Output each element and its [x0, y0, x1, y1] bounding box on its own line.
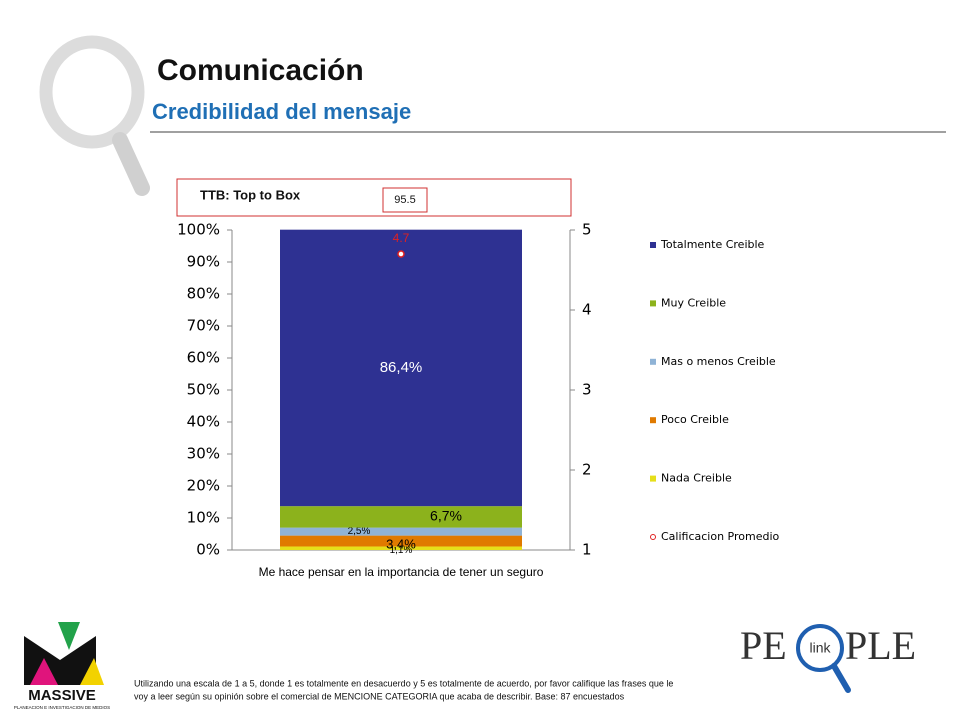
people-logo-handle	[831, 663, 851, 693]
y-tick-label: 90%	[187, 253, 220, 271]
y2-tick-label: 1	[582, 541, 592, 559]
y2-tick-label: 2	[582, 461, 592, 479]
bar-segment	[280, 546, 522, 550]
x-tick-label: Me hace pensar en la importancia de tene…	[259, 565, 544, 579]
data-label: 1,1%	[390, 545, 413, 556]
legend-marker	[650, 417, 656, 424]
footnote: voy a leer según su opinión sobre el com…	[134, 691, 625, 701]
y-tick-label: 80%	[187, 285, 220, 303]
legend-label: Totalmente Creible	[660, 238, 765, 251]
ttb-value: 95.5	[394, 194, 415, 206]
y-tick-label: 40%	[187, 413, 220, 431]
bar-segment	[280, 506, 522, 528]
average-point	[397, 250, 405, 258]
y-tick-label: 50%	[187, 381, 220, 399]
y-tick-label: 70%	[187, 317, 220, 335]
y2-tick-label: 3	[582, 381, 592, 399]
y-tick-label: 100%	[177, 221, 220, 239]
legend-marker	[650, 358, 656, 365]
slide-title: Comunicación	[157, 54, 364, 87]
data-label: 86,4%	[380, 359, 423, 376]
data-label: 3,4%	[386, 536, 416, 551]
legend-marker	[650, 534, 656, 540]
people-logo-right: PLE	[845, 623, 916, 668]
chart: 0% 10% 20% 30% 40% 50% 60% 70% 80% 90% 100% 1 2 3 4 5 Me…	[177, 221, 779, 580]
y-tick-label: 10%	[187, 509, 220, 527]
y-tick-label: 60%	[187, 349, 220, 367]
y2-tick-label: 4	[582, 301, 592, 319]
massive-logo	[24, 622, 104, 685]
people-logo-left: PE	[740, 623, 787, 668]
legend-label: Muy Creible	[661, 296, 726, 309]
legend-marker	[650, 242, 656, 248]
bar-segment	[280, 535, 522, 547]
data-label: 6,7%	[430, 508, 462, 524]
slide-subtitle: Credibilidad del mensaje	[152, 99, 411, 124]
ttb-box	[176, 178, 572, 217]
magnifier-decoration	[39, 35, 150, 196]
legend-label: Nada Creible	[661, 472, 732, 485]
massive-logo-text: MASSIVE	[28, 687, 96, 704]
y-tick-label: 0%	[196, 541, 220, 559]
legend-marker	[650, 300, 656, 307]
y-tick-label: 30%	[187, 445, 220, 463]
ttb-label: TTB: Top to Box	[200, 187, 301, 202]
legend-label: Poco Creible	[661, 413, 729, 426]
massive-logo-subtext: PLANEACION E INVESTIGACION DE MEDIOS	[14, 705, 110, 710]
bar-segment	[280, 527, 522, 536]
legend-label: Mas o menos Creible	[661, 355, 776, 368]
people-logo-lens	[796, 624, 844, 672]
y2-tick-label: 5	[582, 221, 592, 239]
average-label: 4.7	[393, 231, 410, 245]
legend-marker	[650, 475, 656, 482]
bar-segment	[280, 229, 522, 507]
y-tick-label: 20%	[187, 477, 220, 495]
legend-label: Calificacion Promedio	[661, 530, 780, 543]
data-label: 2,5%	[348, 526, 371, 537]
people-logo-link: link	[809, 640, 831, 656]
ttb-value-box	[382, 187, 428, 213]
footnote: Utilizando una escala de 1 a 5, donde 1 …	[134, 678, 673, 688]
